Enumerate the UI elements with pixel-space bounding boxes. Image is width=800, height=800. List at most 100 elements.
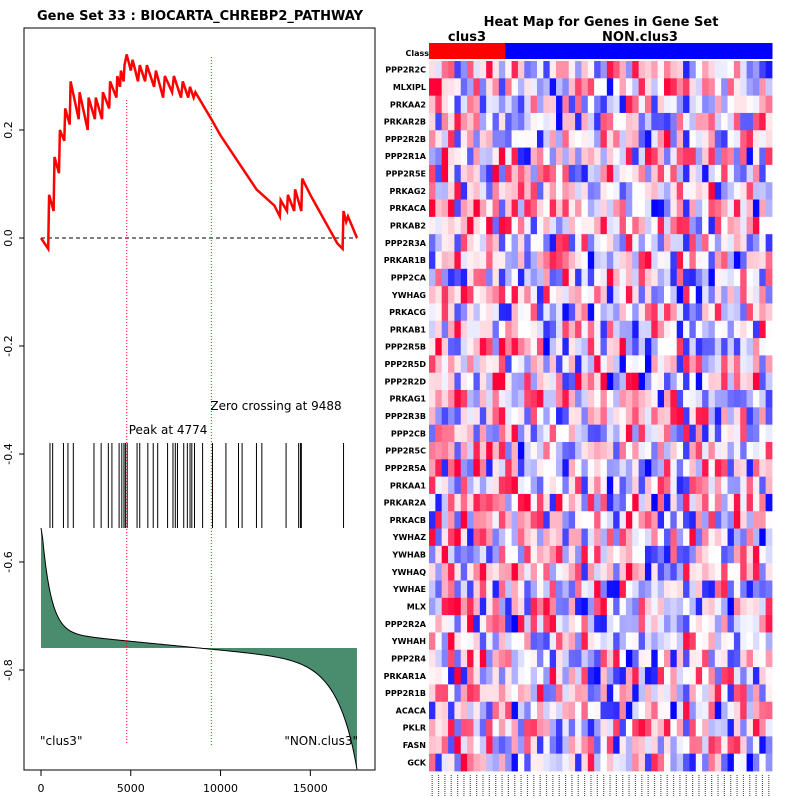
heatmap-cell xyxy=(562,286,570,304)
heatmap-cell xyxy=(441,545,449,564)
heatmap-cell xyxy=(676,268,684,287)
heatmap-cell xyxy=(708,684,716,703)
heatmap-cell xyxy=(638,199,646,218)
heatmap-cell xyxy=(536,251,544,270)
heatmap-cell xyxy=(543,147,551,166)
heatmap-cell xyxy=(759,441,767,460)
heatmap-cell xyxy=(594,372,601,391)
heatmap-cell xyxy=(670,615,678,633)
heatmap-cell xyxy=(651,580,659,599)
heatmap-cell xyxy=(702,234,709,252)
heatmap-cell xyxy=(708,476,716,495)
heatmap-cell xyxy=(429,216,436,235)
heatmap-cell xyxy=(721,338,728,356)
heatmap-cell xyxy=(721,441,728,460)
heatmap-cell xyxy=(479,719,487,737)
heatmap-cell xyxy=(429,493,436,512)
heatmap-cell xyxy=(670,667,678,685)
heatmap-cell xyxy=(695,234,703,252)
heatmap-cell xyxy=(632,424,640,443)
heatmap-cell xyxy=(581,684,589,703)
heatmap-cell xyxy=(765,719,773,737)
heatmap-cell xyxy=(746,130,754,148)
heatmap-cell xyxy=(664,199,671,218)
heatmap-cell xyxy=(714,303,722,322)
heatmap-cell xyxy=(511,684,519,703)
heatmap-cell xyxy=(511,580,519,599)
heatmap-cell xyxy=(759,199,767,218)
heatmap-cell xyxy=(505,701,512,720)
heatmap-cell xyxy=(733,493,741,512)
heatmap-cell xyxy=(765,286,773,304)
heatmap-cell xyxy=(632,268,640,287)
heatmap-cell xyxy=(613,753,620,772)
heatmap-cell xyxy=(556,78,563,97)
heatmap-cell xyxy=(435,528,443,547)
heatmap-cell xyxy=(429,390,436,408)
heatmap-cell xyxy=(486,580,493,599)
heatmap-cell xyxy=(441,130,449,148)
heatmap-cell xyxy=(454,459,462,478)
heatmap-cell xyxy=(467,701,474,720)
heatmap-cell xyxy=(536,684,544,703)
heatmap-cell xyxy=(664,338,671,356)
heatmap-cell xyxy=(613,511,620,529)
heatmap-cell xyxy=(708,719,716,737)
heatmap-cell xyxy=(657,164,665,183)
heatmap-cell xyxy=(600,424,608,443)
gene-label: YWHAE xyxy=(392,585,426,594)
heatmap-cell xyxy=(556,424,563,443)
heatmap-cell xyxy=(746,736,754,755)
heatmap-cell xyxy=(632,338,640,356)
heatmap-cell xyxy=(638,372,646,391)
heatmap-cell xyxy=(657,632,665,651)
heatmap-cell xyxy=(505,390,512,408)
heatmap-cell xyxy=(448,216,455,235)
heatmap-cell xyxy=(467,78,474,97)
heatmap-cell xyxy=(683,61,690,79)
heatmap-cell xyxy=(473,424,481,443)
heatmap-cell xyxy=(467,338,474,356)
heatmap-cell xyxy=(644,632,652,651)
heatmap-cell xyxy=(740,684,747,703)
heatmap-cell xyxy=(511,701,519,720)
heatmap-cell xyxy=(644,130,652,148)
heatmap-cell xyxy=(429,234,436,252)
heatmap-cell xyxy=(765,199,773,218)
heatmap-cell xyxy=(568,268,576,287)
heatmap-cell xyxy=(568,234,576,252)
heatmap-cell xyxy=(613,286,620,304)
heatmap-cell xyxy=(594,303,601,322)
heatmap-cell xyxy=(676,736,684,755)
heatmap-cell xyxy=(581,528,589,547)
heatmap-cell xyxy=(562,528,570,547)
heatmap-cell xyxy=(670,182,678,200)
heatmap-cell xyxy=(581,372,589,391)
heatmap-cell xyxy=(543,701,551,720)
heatmap-cell xyxy=(664,390,671,408)
heatmap-cell xyxy=(600,268,608,287)
heatmap-cell xyxy=(657,234,665,252)
heatmap-cell xyxy=(594,597,601,616)
heatmap-cell xyxy=(695,736,703,755)
heatmap-cell xyxy=(759,61,767,79)
heatmap-cell xyxy=(689,528,697,547)
heatmap-cell xyxy=(752,338,760,356)
heatmap-cell xyxy=(638,303,646,322)
heatmap-cell xyxy=(441,147,449,166)
heatmap-cell xyxy=(676,286,684,304)
gene-label: MLXIPL xyxy=(393,83,426,92)
heatmap-cell xyxy=(708,182,716,200)
heatmap-cell xyxy=(702,511,709,529)
heatmap-cell xyxy=(435,234,443,252)
heatmap-cell xyxy=(721,667,728,685)
heatmap-cell xyxy=(517,441,525,460)
heatmap-cell xyxy=(752,216,760,235)
heatmap-cell xyxy=(632,286,640,304)
heatmap-cell xyxy=(498,719,506,737)
heatmap-cell xyxy=(536,753,544,772)
heatmap-cell xyxy=(479,390,487,408)
heatmap-cell xyxy=(721,95,728,114)
heatmap-cell xyxy=(492,112,500,131)
heatmap-cell xyxy=(549,424,557,443)
